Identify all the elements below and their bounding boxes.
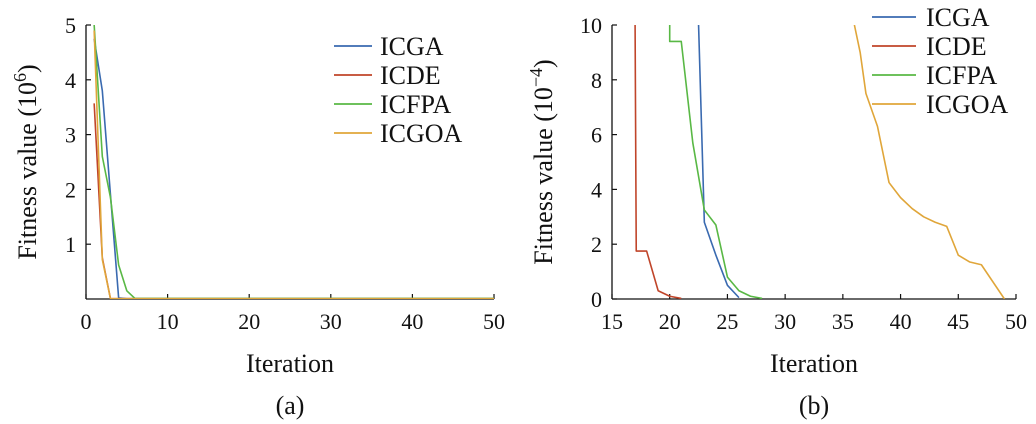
legend-label-icgoa: ICGOA bbox=[926, 90, 1009, 119]
x-tick-label: 10 bbox=[157, 309, 179, 334]
x-tick-label: 50 bbox=[1005, 309, 1027, 334]
y-tick-label: 2 bbox=[591, 232, 602, 257]
x-tick-label: 30 bbox=[774, 309, 796, 334]
legend-label-icfpa: ICFPA bbox=[380, 90, 452, 119]
y-axis-label: Fitness value (106) bbox=[10, 64, 42, 259]
x-tick-label: 15 bbox=[601, 309, 623, 334]
y-tick-label: 4 bbox=[65, 68, 76, 93]
legend-label-icfpa: ICFPA bbox=[926, 61, 998, 90]
x-tick-label: 20 bbox=[659, 309, 681, 334]
y-tick-label: 2 bbox=[65, 177, 76, 202]
x-tick-label: 50 bbox=[483, 309, 505, 334]
legend-label-icga: ICGA bbox=[926, 3, 990, 32]
x-axis-label: Iteration bbox=[246, 349, 334, 378]
y-tick-label: 10 bbox=[580, 13, 602, 38]
x-tick-label: 20 bbox=[238, 309, 260, 334]
x-tick-label: 40 bbox=[401, 309, 423, 334]
y-tick-label: 5 bbox=[65, 13, 76, 38]
x-axis-label: Iteration bbox=[770, 349, 858, 378]
x-tick-label: 30 bbox=[320, 309, 342, 334]
series-line-icgoa bbox=[853, 25, 1006, 299]
legend-label-icga: ICGA bbox=[380, 32, 444, 61]
y-axis-label: Fitness value (10−4) bbox=[526, 59, 558, 264]
legend-label-icde: ICDE bbox=[380, 61, 441, 90]
series-line-icfpa bbox=[668, 25, 763, 299]
x-tick-label: 0 bbox=[81, 309, 92, 334]
series-line-icgoa bbox=[93, 30, 494, 299]
legend-label-icgoa: ICGOA bbox=[380, 119, 463, 148]
chart-panel-b: 15 20 25 30 35 40 45 50 0 2 4 6 8 10 ICGAICDEICFPAICGO… bbox=[526, 3, 1027, 420]
y-tick-label: 3 bbox=[65, 123, 76, 148]
panel-caption: (b) bbox=[799, 391, 829, 420]
series-line-icga bbox=[697, 25, 740, 299]
panel-caption: (a) bbox=[276, 391, 305, 420]
x-tick-label: 35 bbox=[832, 309, 854, 334]
y-tick-label: 1 bbox=[65, 232, 76, 257]
x-tick-label: 45 bbox=[947, 309, 969, 334]
y-tick-label: 4 bbox=[591, 177, 602, 202]
series-line-icde bbox=[634, 25, 682, 299]
y-tick-label: 0 bbox=[591, 287, 602, 312]
y-tick-label: 6 bbox=[591, 123, 602, 148]
x-tick-label: 40 bbox=[890, 309, 912, 334]
x-tick-label: 25 bbox=[716, 309, 738, 334]
legend-label-icde: ICDE bbox=[926, 32, 987, 61]
y-tick-label: 8 bbox=[591, 68, 602, 93]
